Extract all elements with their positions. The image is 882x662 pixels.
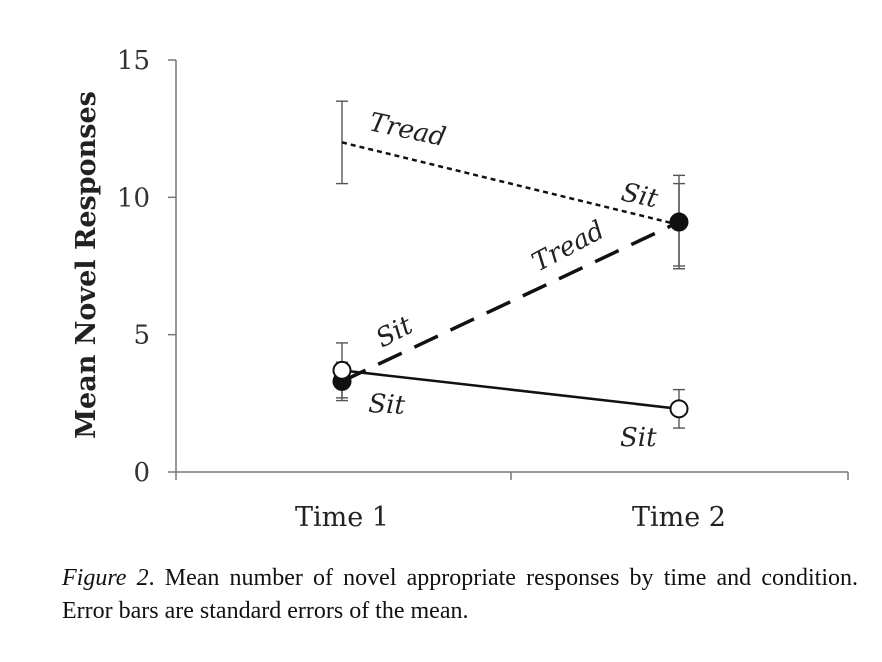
marker-sit_sit_open-1 [332,360,352,380]
marker-sit_sit_open-2 [669,399,689,419]
marker-sit_sit_filled-2 [669,212,689,232]
y-tick-label-10: 10 [117,183,150,213]
series-line-sit_sit_open [341,369,680,411]
series-group [332,100,689,429]
caption-text: . Mean number of novel appropriate respo… [62,565,858,624]
series-label-sit_sit_filled-2: Tread [527,215,609,278]
series-line-sit_sit_filled [341,220,680,383]
figure-caption: Figure 2. Mean number of novel appropria… [62,562,858,628]
series-label-sit_sit_open-2: Sit [620,423,657,453]
y-tick-label-15: 15 [117,46,150,76]
y-axis-label: Mean Novel Responses [71,91,102,439]
y-tick-label-0: 0 [133,458,150,488]
series-label-sit_tread-1: Tread [367,108,449,153]
series-label-sit_sit_filled-1: Sit [371,310,418,354]
y-tick-label-5: 5 [133,321,150,351]
series-line-sit_tread [341,141,680,227]
axes: Time 1 Time 2 [175,60,849,533]
y-ticks: 0 5 10 15 [117,46,176,488]
caption-lead: Figure 2 [62,565,149,591]
x-tick-label-1: Time 1 [295,502,389,533]
x-tick-label-2: Time 2 [632,502,726,533]
series-label-sit_tread-2: Sit [619,178,662,215]
chart: Time 1 Time 2 0 5 10 15 Tread Sit Sit Tread Sit S… [71,46,849,533]
series-label-sit_sit_open-1: Sit [368,389,407,421]
